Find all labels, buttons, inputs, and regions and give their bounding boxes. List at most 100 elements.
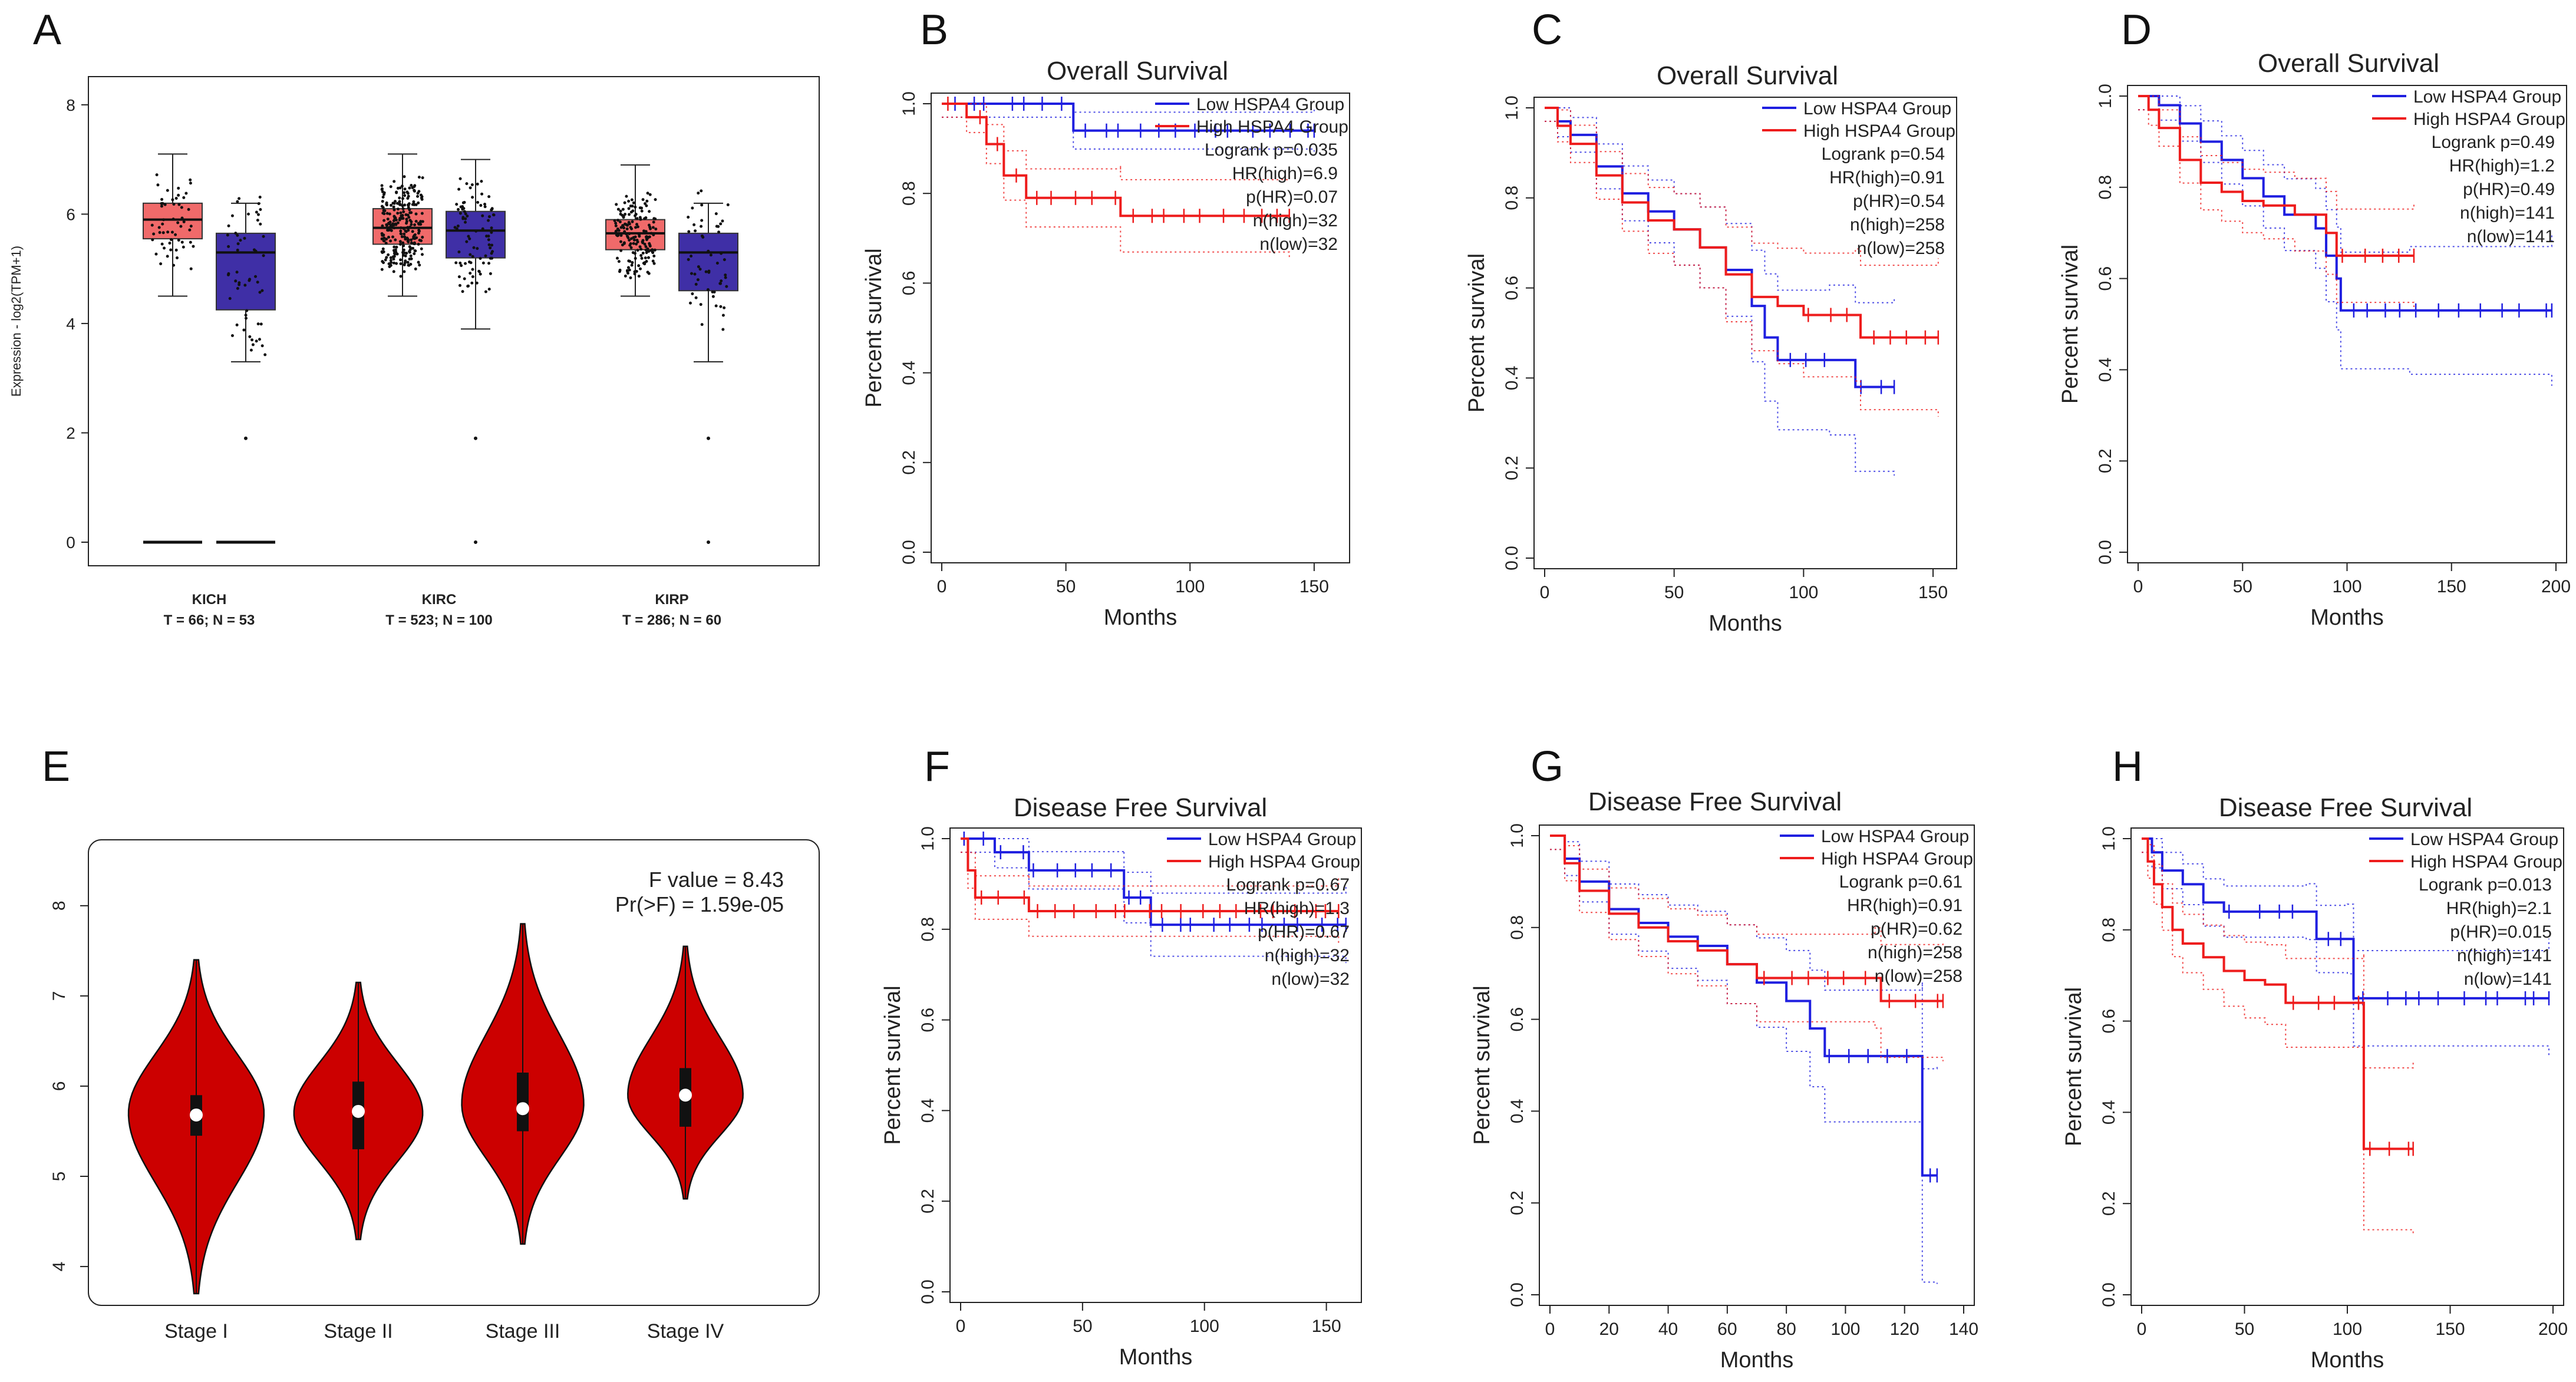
data-point-normal	[458, 283, 461, 287]
data-point-normal	[454, 261, 458, 265]
data-point-tumor	[189, 240, 192, 244]
data-point-tumor	[633, 272, 636, 276]
category-label-3: Stage III	[486, 1320, 560, 1343]
data-point-tumor	[403, 175, 406, 179]
data-point-tumor	[157, 226, 161, 229]
y-tick-label-b: 0.0	[899, 540, 919, 565]
data-point-tumor	[390, 225, 394, 228]
data-point-tumor	[385, 238, 388, 241]
x-tick-label-h: 50	[2235, 1320, 2254, 1339]
data-point-tumor	[408, 225, 412, 229]
data-point-tumor	[395, 191, 398, 194]
stat-text-c: Logrank p=0.54	[1822, 144, 1945, 164]
plot-frame-e	[88, 839, 820, 1306]
y-tick-label-f: 0.2	[918, 1189, 938, 1213]
data-point-tumor	[390, 229, 393, 232]
ci-band-high-g	[1550, 849, 1944, 1061]
data-point-tumor	[615, 203, 618, 206]
data-point-normal	[709, 253, 713, 257]
data-point-tumor	[410, 257, 413, 260]
data-point-tumor	[189, 267, 193, 271]
survival-curve-high-c	[1545, 107, 1938, 339]
data-point-tumor	[411, 203, 414, 206]
data-point-tumor	[401, 197, 404, 200]
data-point-normal	[714, 304, 718, 308]
data-point-normal	[244, 314, 248, 317]
data-point-normal	[226, 233, 229, 237]
data-point-tumor	[179, 225, 183, 228]
x-tick-label-h: 200	[2538, 1320, 2568, 1339]
stat-text-h: HR(high)=2.1	[2446, 899, 2552, 918]
category-label-4: Stage IV	[647, 1320, 724, 1343]
data-point-normal	[465, 240, 469, 243]
data-point-tumor	[392, 255, 396, 258]
y-tick-label-d: 0.4	[2096, 358, 2115, 382]
data-point-normal	[717, 230, 721, 234]
data-point-tumor	[403, 191, 406, 194]
data-point-normal	[687, 258, 690, 261]
data-point-normal	[483, 205, 487, 209]
data-point-tumor	[380, 184, 384, 187]
stat-text-b: Logrank p=0.035	[1205, 140, 1338, 160]
data-point-tumor	[170, 238, 173, 242]
data-point-tumor	[417, 201, 420, 205]
data-point-tumor	[403, 251, 406, 255]
data-point-tumor	[415, 236, 418, 239]
data-point-normal	[464, 212, 467, 216]
data-point-normal	[476, 182, 479, 186]
data-point-tumor	[615, 233, 618, 237]
y-tick-label-d: 1.0	[2096, 84, 2115, 108]
data-point-tumor	[389, 185, 392, 189]
category-label-1: Stage I	[164, 1320, 228, 1343]
stat-text-b: n(low)=32	[1259, 235, 1338, 254]
x-tick-label-g: 80	[1776, 1320, 1796, 1339]
data-point-tumor	[623, 222, 626, 226]
data-point-normal	[459, 261, 462, 265]
data-point-tumor	[172, 203, 176, 206]
data-point-normal	[487, 219, 490, 222]
data-point-tumor	[387, 222, 391, 225]
data-point-tumor	[401, 216, 405, 220]
chart-title-f: Disease Free Survival	[1014, 793, 1267, 822]
y-tick-label-f: 1.0	[918, 826, 938, 851]
data-point-tumor	[398, 203, 402, 206]
data-point-tumor	[394, 223, 398, 226]
y-tick-label-e: 5	[50, 1172, 69, 1182]
data-point-normal	[490, 230, 493, 234]
ci-band-high-d	[2138, 95, 2415, 210]
data-point-normal	[245, 309, 249, 312]
data-point-normal	[694, 296, 698, 299]
stat-text-h: n(low)=141	[2464, 969, 2552, 989]
data-point-tumor	[646, 192, 649, 195]
data-point-tumor	[392, 270, 395, 273]
data-point-tumor	[638, 245, 642, 249]
data-point-tumor	[414, 203, 418, 206]
data-point-normal	[466, 215, 469, 218]
data-point-tumor	[398, 216, 402, 220]
y-tick-label-d: 0.8	[2096, 175, 2115, 200]
data-point-tumor	[382, 236, 386, 240]
y-tick-label-c: 0.4	[1502, 366, 1522, 391]
data-point-normal	[259, 222, 262, 226]
data-point-tumor	[621, 207, 625, 211]
data-point-normal	[700, 219, 704, 222]
x-tick-label-g: 140	[1949, 1320, 1978, 1339]
data-point-normal	[476, 200, 480, 204]
stat-text-h: p(HR)=0.015	[2450, 922, 2552, 942]
data-point-tumor	[403, 203, 407, 207]
data-point-tumor	[407, 240, 410, 244]
stat-text-f: n(low)=32	[1271, 969, 1350, 989]
data-point-tumor	[388, 226, 391, 229]
data-point-normal	[459, 212, 462, 215]
data-point-tumor	[618, 220, 622, 224]
data-point-tumor	[616, 207, 620, 211]
data-point-tumor	[392, 180, 396, 183]
data-point-tumor	[389, 259, 392, 262]
y-tick-label-h: 0.2	[2099, 1191, 2119, 1216]
data-point-tumor	[382, 239, 386, 243]
data-point-normal	[251, 343, 255, 347]
data-point-normal	[256, 219, 259, 222]
data-point-tumor	[622, 241, 626, 245]
legend-label-low-f: Low HSPA4 Group	[1208, 830, 1356, 849]
plot-frame-b	[931, 93, 1350, 563]
